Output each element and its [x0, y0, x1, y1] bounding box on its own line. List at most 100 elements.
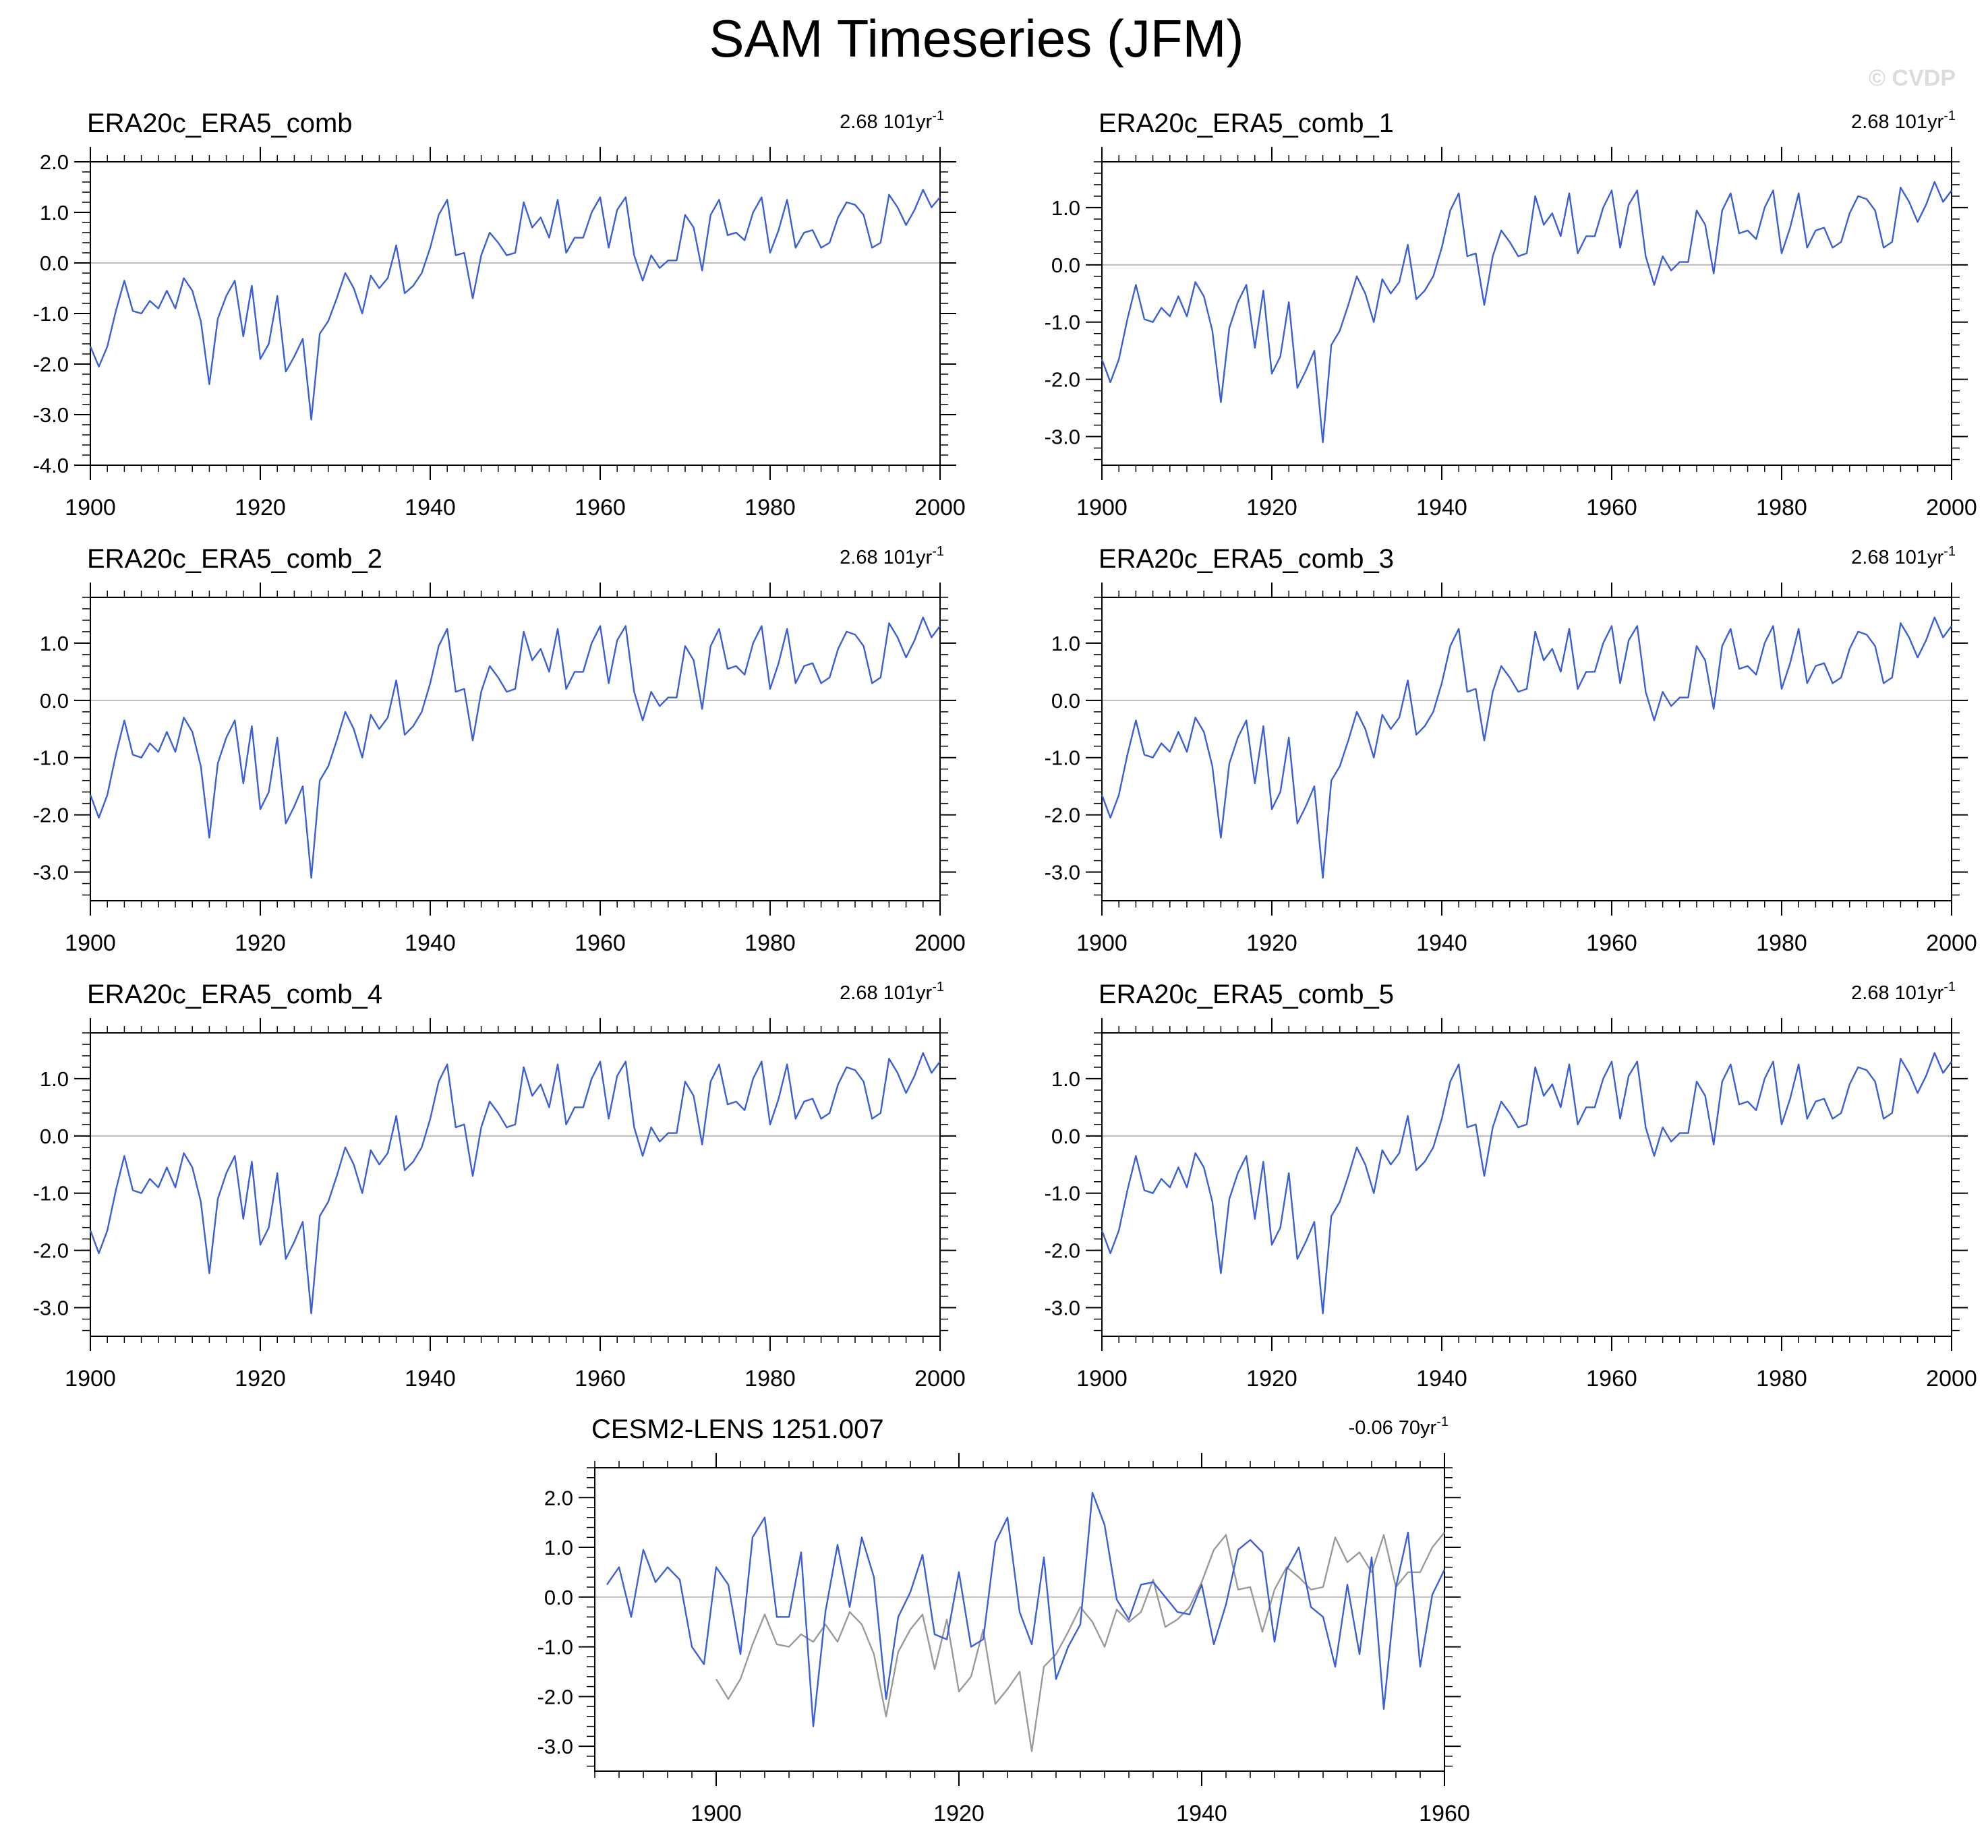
- panel-1: ERA20c_ERA5_comb 2.68 101yr-1 -4.0 -3.0 -2.0…: [33, 109, 966, 520]
- x-tick-label: 2000: [914, 495, 966, 520]
- x-tick-label: 1940: [1416, 1366, 1467, 1392]
- y-tick-label: -1.0: [1045, 746, 1080, 770]
- trend-label: 2.68 101yr-1: [1851, 980, 1956, 1004]
- x-tick-label: 1960: [1586, 1366, 1637, 1392]
- trend-value: 2.68 101yr: [1851, 547, 1943, 568]
- x-tick-label: 1900: [1076, 930, 1128, 956]
- panel-2: ERA20c_ERA5_comb_1 2.68 101yr-1 -3.0 -2.0 -1…: [1045, 109, 1977, 520]
- trend-label: 2.68 101yr-1: [1851, 544, 1956, 568]
- panel-title: ERA20c_ERA5_comb_4: [87, 980, 382, 1009]
- y-tick-label: -1.0: [1045, 311, 1080, 334]
- trend-label: 2.68 101yr-1: [840, 544, 944, 568]
- x-tick-label: 1920: [1246, 1366, 1297, 1392]
- trend-value: 2.68 101yr: [840, 111, 932, 133]
- y-tick-label: -1.0: [33, 746, 69, 770]
- x-tick-label: 1920: [235, 930, 286, 956]
- panel-title: CESM2-LENS 1251.007: [591, 1414, 884, 1444]
- plot-frame: [1101, 597, 1952, 901]
- trend-label: 2.68 101yr-1: [840, 980, 944, 1004]
- x-tick-label: 1980: [744, 495, 796, 520]
- y-tick-label: 0.0: [1051, 689, 1080, 713]
- x-tick-label: 1960: [1419, 1801, 1470, 1826]
- panel-title: ERA20c_ERA5_comb_1: [1099, 109, 1394, 138]
- y-tick-label: 1.0: [544, 1536, 573, 1559]
- y-tick-label: 0.0: [1051, 254, 1080, 277]
- y-tick-label: -2.0: [1045, 804, 1080, 827]
- x-tick-label: 1900: [65, 930, 116, 956]
- trend-value: 2.68 101yr: [1851, 111, 1943, 133]
- x-tick-label: 2000: [1926, 1366, 1977, 1392]
- series-line: [1101, 181, 1952, 444]
- x-tick-label: 2000: [914, 1366, 966, 1392]
- x-tick-label: 1940: [1416, 495, 1467, 520]
- y-tick-label: -1.0: [537, 1636, 573, 1659]
- trend-exponent: -1: [932, 544, 944, 559]
- y-tick-label: -4.0: [33, 454, 69, 477]
- trend-label: 2.68 101yr-1: [840, 109, 944, 133]
- y-tick-label: 1.0: [40, 201, 69, 225]
- x-tick-label: 1960: [575, 495, 626, 520]
- x-tick-label: 1900: [65, 1366, 116, 1392]
- series-line: [89, 616, 941, 879]
- y-tick-label: -3.0: [537, 1735, 573, 1758]
- series-line: [89, 189, 941, 421]
- y-tick-label: 0.0: [1051, 1125, 1080, 1148]
- x-tick-label: 1900: [1076, 495, 1128, 520]
- y-tick-label: -2.0: [33, 1239, 69, 1263]
- panel-6: ERA20c_ERA5_comb_5 2.68 101yr-1 -3.0 -2.0 -1…: [1045, 980, 1977, 1392]
- trend-exponent: -1: [1943, 109, 1956, 123]
- y-tick-label: -3.0: [33, 403, 69, 427]
- plot-frame: [90, 161, 941, 466]
- y-tick-label: -3.0: [33, 1296, 69, 1320]
- y-tick-label: -2.0: [537, 1685, 573, 1708]
- panel-7: CESM2-LENS 1251.007 -0.06 70yr-1 -3.0 -2.0 -…: [537, 1414, 1470, 1826]
- y-tick-label: -2.0: [1045, 1239, 1080, 1263]
- trend-label: 2.68 101yr-1: [1851, 109, 1956, 133]
- y-tick-label: -2.0: [1045, 368, 1080, 392]
- y-tick-label: 0.0: [40, 251, 69, 275]
- trend-exponent: -1: [932, 980, 944, 994]
- x-tick-label: 1920: [1246, 495, 1297, 520]
- x-tick-label: 2000: [1926, 495, 1977, 520]
- y-tick-label: 1.0: [1051, 1067, 1080, 1091]
- panel-title: ERA20c_ERA5_comb_3: [1099, 544, 1394, 574]
- trend-value: 2.68 101yr: [840, 547, 932, 568]
- y-tick-label: 1.0: [1051, 632, 1080, 655]
- panel-5: ERA20c_ERA5_comb_4 2.68 101yr-1 -3.0 -2.0 -1…: [33, 980, 966, 1392]
- panel-4: ERA20c_ERA5_comb_3 2.68 101yr-1 -3.0 -2.0 -1…: [1045, 544, 1977, 956]
- x-tick-label: 1920: [1246, 930, 1297, 956]
- y-tick-label: 2.0: [544, 1486, 573, 1510]
- y-tick-label: -1.0: [33, 1182, 69, 1205]
- plot-frame: [1101, 161, 1952, 466]
- trend-exponent: -1: [1436, 1414, 1449, 1429]
- watermark: © CVDP: [1869, 65, 1956, 91]
- x-tick-label: 2000: [1926, 930, 1977, 956]
- y-tick-label: 0.0: [544, 1586, 573, 1609]
- y-tick-label: -3.0: [1045, 1296, 1080, 1320]
- x-tick-label: 1920: [235, 1366, 286, 1392]
- plot-frame: [90, 1032, 941, 1337]
- x-tick-label: 1920: [933, 1801, 985, 1826]
- trend-value: -0.06 70yr: [1349, 1417, 1437, 1439]
- panel-title: ERA20c_ERA5_comb_5: [1099, 980, 1394, 1009]
- x-tick-label: 1940: [405, 930, 456, 956]
- series-line: [89, 1052, 941, 1315]
- plot-frame: [594, 1467, 1445, 1772]
- trend-exponent: -1: [932, 109, 944, 123]
- y-tick-label: -3.0: [1045, 861, 1080, 885]
- y-tick-label: 0.0: [40, 689, 69, 713]
- y-tick-label: 1.0: [40, 1067, 69, 1091]
- trend-value: 2.68 101yr: [840, 982, 932, 1004]
- x-tick-label: 1980: [744, 1366, 796, 1392]
- series-line: [606, 1491, 1446, 1727]
- panel-title: ERA20c_ERA5_comb_2: [87, 544, 382, 574]
- x-tick-label: 1920: [235, 495, 286, 520]
- panel-3: ERA20c_ERA5_comb_2 2.68 101yr-1 -3.0 -2.0 -1…: [33, 544, 966, 956]
- x-tick-label: 1980: [1756, 1366, 1807, 1392]
- x-tick-label: 1980: [1756, 495, 1807, 520]
- x-tick-label: 1960: [575, 1366, 626, 1392]
- y-tick-label: -1.0: [33, 302, 69, 326]
- trend-exponent: -1: [1943, 544, 1956, 559]
- x-tick-label: 1940: [1416, 930, 1467, 956]
- y-tick-label: -3.0: [1045, 425, 1080, 449]
